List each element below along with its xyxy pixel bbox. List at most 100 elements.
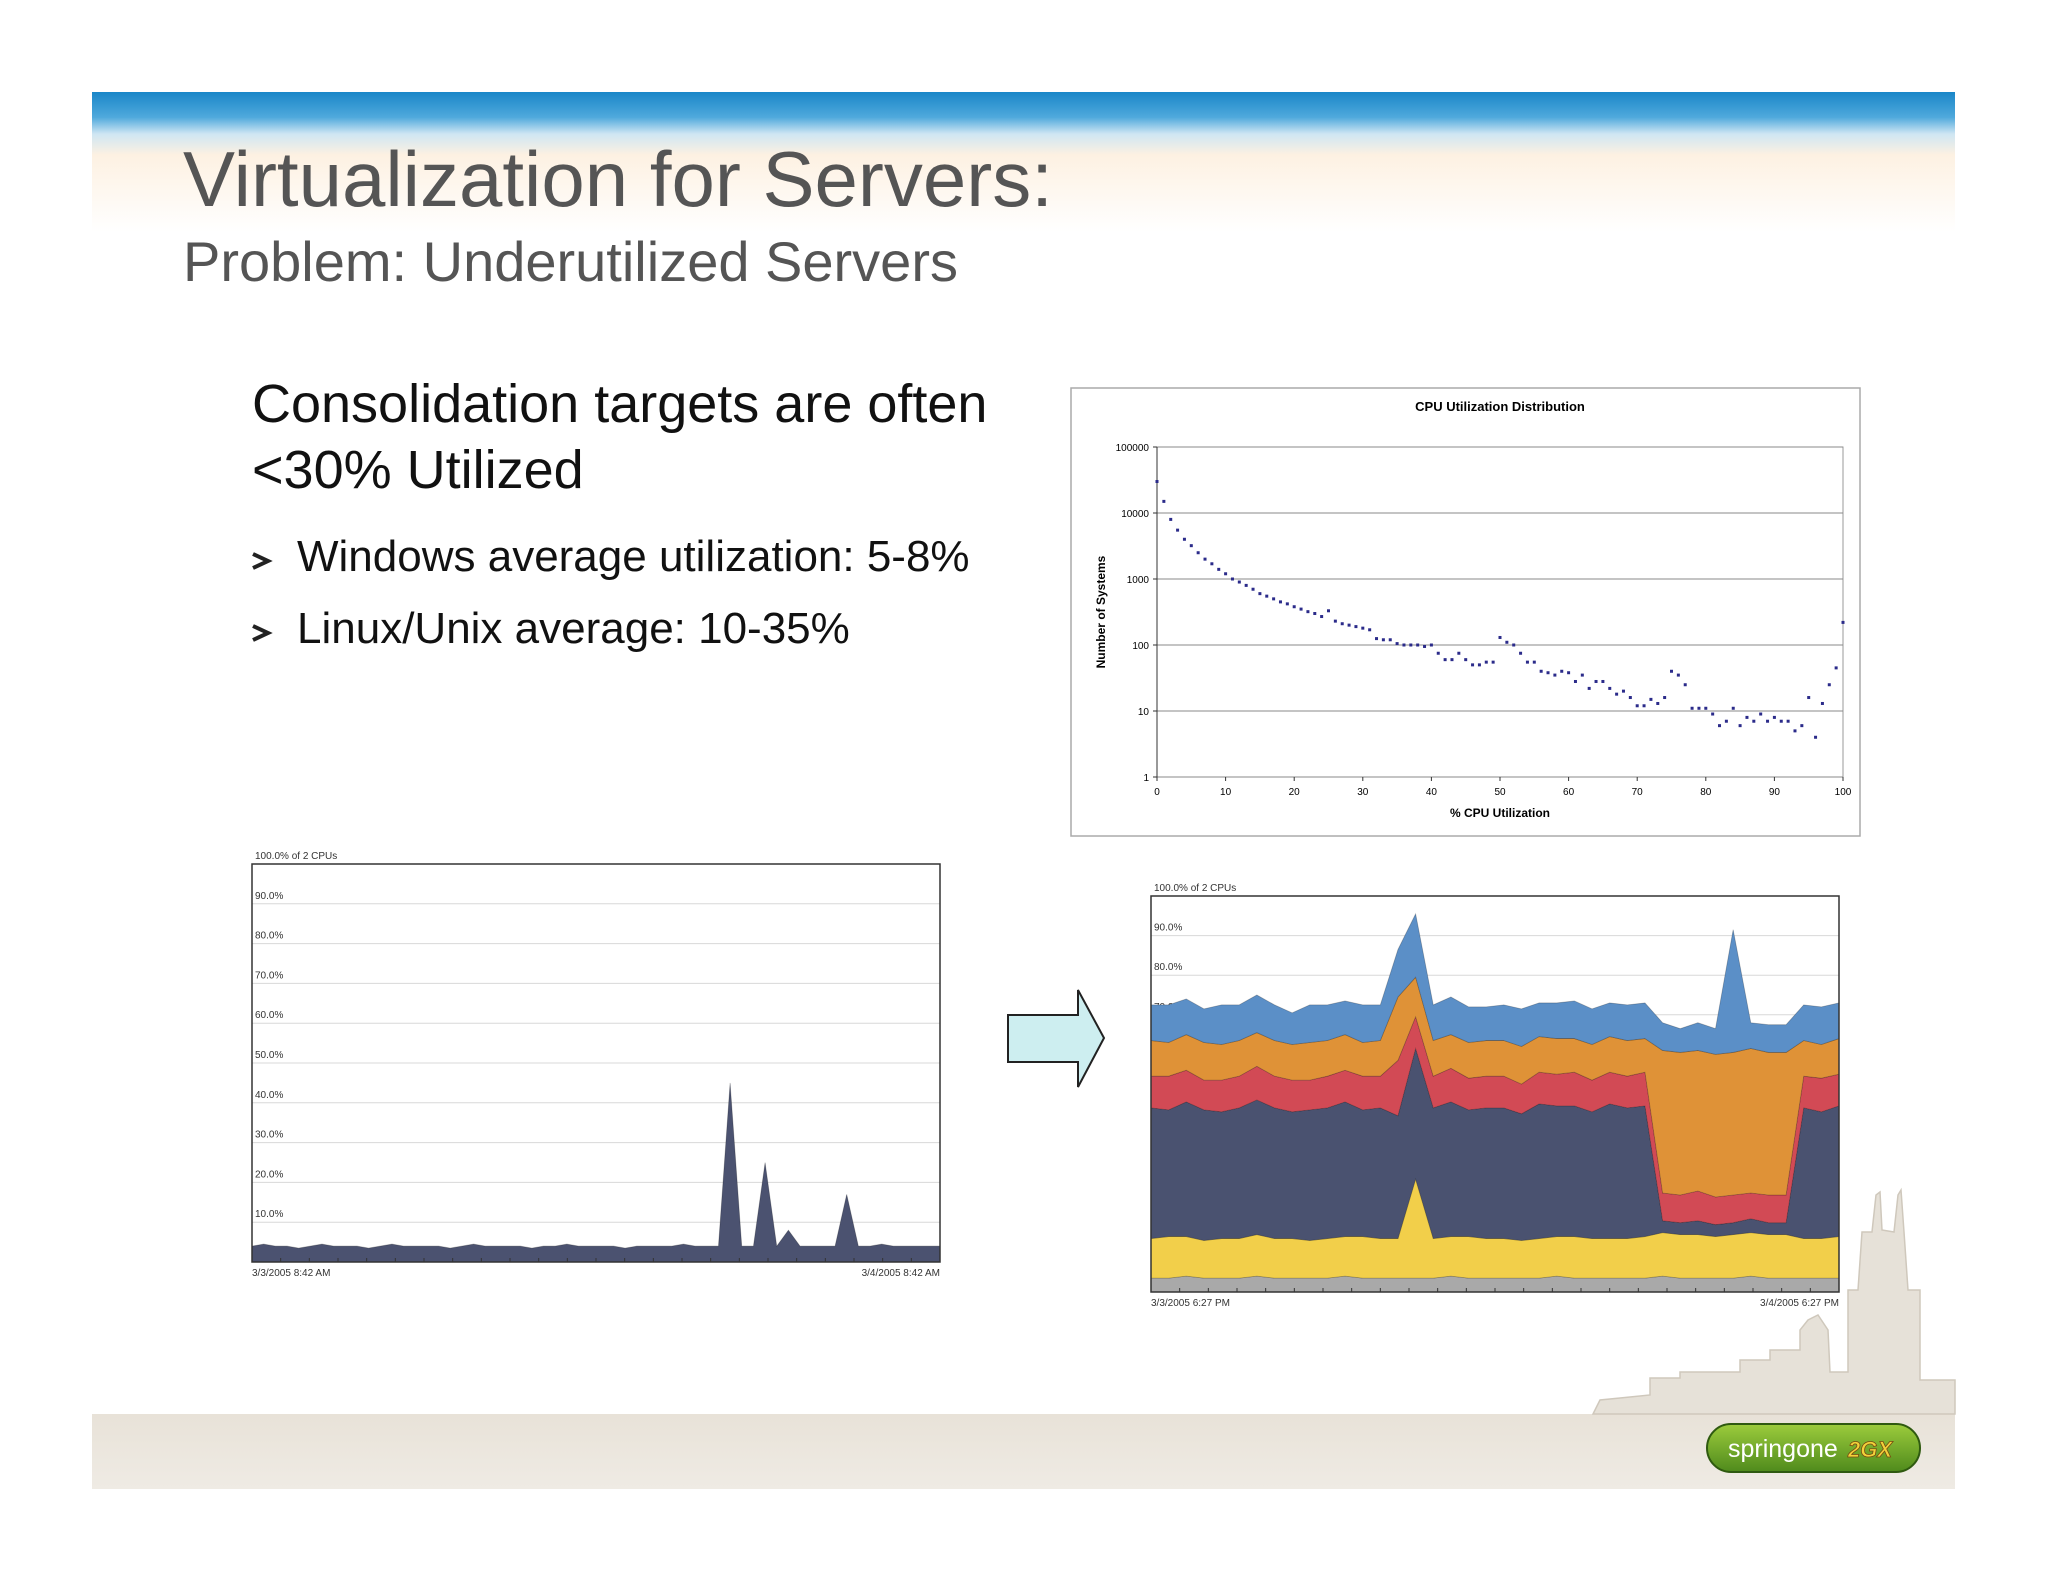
logo-text: springone — [1728, 1435, 1838, 1463]
point — [1491, 660, 1495, 664]
point — [1443, 658, 1447, 662]
y-tick-label: 50.0% — [255, 1050, 283, 1061]
point — [1759, 712, 1763, 716]
point — [1512, 643, 1516, 647]
point — [1656, 701, 1660, 705]
point — [1834, 666, 1838, 670]
heading-line: Consolidation targets are often — [252, 374, 987, 434]
heading-line: <30% Utilized — [252, 440, 584, 500]
point — [1683, 683, 1687, 687]
point — [1745, 715, 1749, 719]
header-band — [92, 92, 1955, 232]
x-tick-label: 20 — [1289, 787, 1301, 798]
point — [1731, 706, 1735, 710]
x-tick-label: 10 — [1220, 787, 1232, 798]
x-tick-label: 3/4/2005 6:27 PM — [1760, 1298, 1839, 1309]
point — [1203, 557, 1207, 561]
point — [1567, 671, 1571, 675]
point — [1738, 724, 1742, 728]
point — [1265, 594, 1269, 598]
logo: springone 2GX — [1706, 1423, 1921, 1473]
point — [1162, 499, 1166, 503]
slide-subtitle: Problem: Underutilized Servers — [183, 230, 958, 293]
point — [1169, 517, 1173, 521]
y-tick-label: 100 — [1132, 641, 1149, 652]
y-tick-label: 100000 — [1116, 443, 1150, 454]
point — [1292, 605, 1296, 609]
point — [1306, 610, 1310, 614]
point — [1368, 628, 1372, 632]
point — [1313, 612, 1317, 616]
point — [1546, 671, 1550, 675]
point — [1251, 587, 1255, 591]
y-tick-label: 1000 — [1127, 575, 1150, 586]
point — [1519, 651, 1523, 655]
point — [1237, 580, 1241, 584]
point — [1532, 660, 1536, 664]
point — [1457, 651, 1461, 655]
point — [1772, 715, 1776, 719]
y-tick-label: 10.0% — [255, 1209, 283, 1220]
point — [1649, 697, 1653, 701]
logo-pill — [1706, 1423, 1921, 1473]
point — [1409, 643, 1413, 647]
point — [1793, 729, 1797, 733]
point — [1340, 622, 1344, 626]
point — [1786, 719, 1790, 723]
plot-area — [1156, 446, 1844, 778]
point — [1484, 660, 1488, 664]
point — [1587, 686, 1591, 690]
x-tick-label: 80 — [1700, 787, 1712, 798]
y-tick-label: 90.0% — [1154, 923, 1182, 934]
x-tick-label: 30 — [1357, 787, 1369, 798]
point — [1525, 660, 1529, 664]
point — [1230, 577, 1234, 581]
point — [1196, 551, 1200, 555]
slide-title: Virtualization for Servers: — [183, 135, 1053, 223]
y-tick-label: 60.0% — [255, 1010, 283, 1021]
point — [1800, 724, 1804, 728]
point — [1580, 673, 1584, 677]
point — [1176, 528, 1180, 532]
point — [1436, 651, 1440, 655]
point — [1327, 609, 1330, 613]
point — [1285, 602, 1289, 606]
point — [1423, 644, 1427, 648]
x-tick-label: 0 — [1154, 787, 1160, 798]
y-tick-label: 80.0% — [255, 931, 283, 942]
point — [1642, 704, 1646, 708]
point — [1718, 724, 1722, 728]
point — [1766, 719, 1770, 723]
x-tick-label: 40 — [1426, 787, 1438, 798]
point — [1416, 643, 1420, 647]
y-tick-label: 10 — [1138, 707, 1150, 718]
point — [1155, 480, 1159, 484]
point — [1464, 658, 1468, 662]
y-tick-label: 10000 — [1121, 509, 1149, 520]
point — [1429, 643, 1433, 647]
y-tick-label: 1 — [1143, 773, 1149, 784]
x-tick-label: 3/3/2005 6:27 PM — [1151, 1298, 1230, 1309]
point — [1670, 669, 1673, 673]
point — [1594, 679, 1598, 683]
point — [1402, 643, 1406, 647]
point — [1711, 712, 1715, 716]
point — [1498, 635, 1502, 639]
point — [1272, 597, 1276, 601]
point — [1278, 600, 1282, 604]
point — [1395, 642, 1399, 646]
point — [1182, 537, 1186, 541]
point — [1553, 673, 1557, 677]
y-tick-label: 90.0% — [255, 891, 283, 902]
point — [1697, 706, 1701, 710]
point — [1841, 620, 1845, 624]
point — [1361, 626, 1365, 630]
point — [1189, 544, 1193, 548]
x-tick-label: 60 — [1563, 787, 1575, 798]
y-tick-label: 40.0% — [255, 1090, 283, 1101]
point — [1560, 669, 1564, 673]
point — [1779, 719, 1783, 723]
point — [1621, 689, 1625, 693]
point — [1628, 696, 1632, 700]
point — [1820, 701, 1824, 705]
